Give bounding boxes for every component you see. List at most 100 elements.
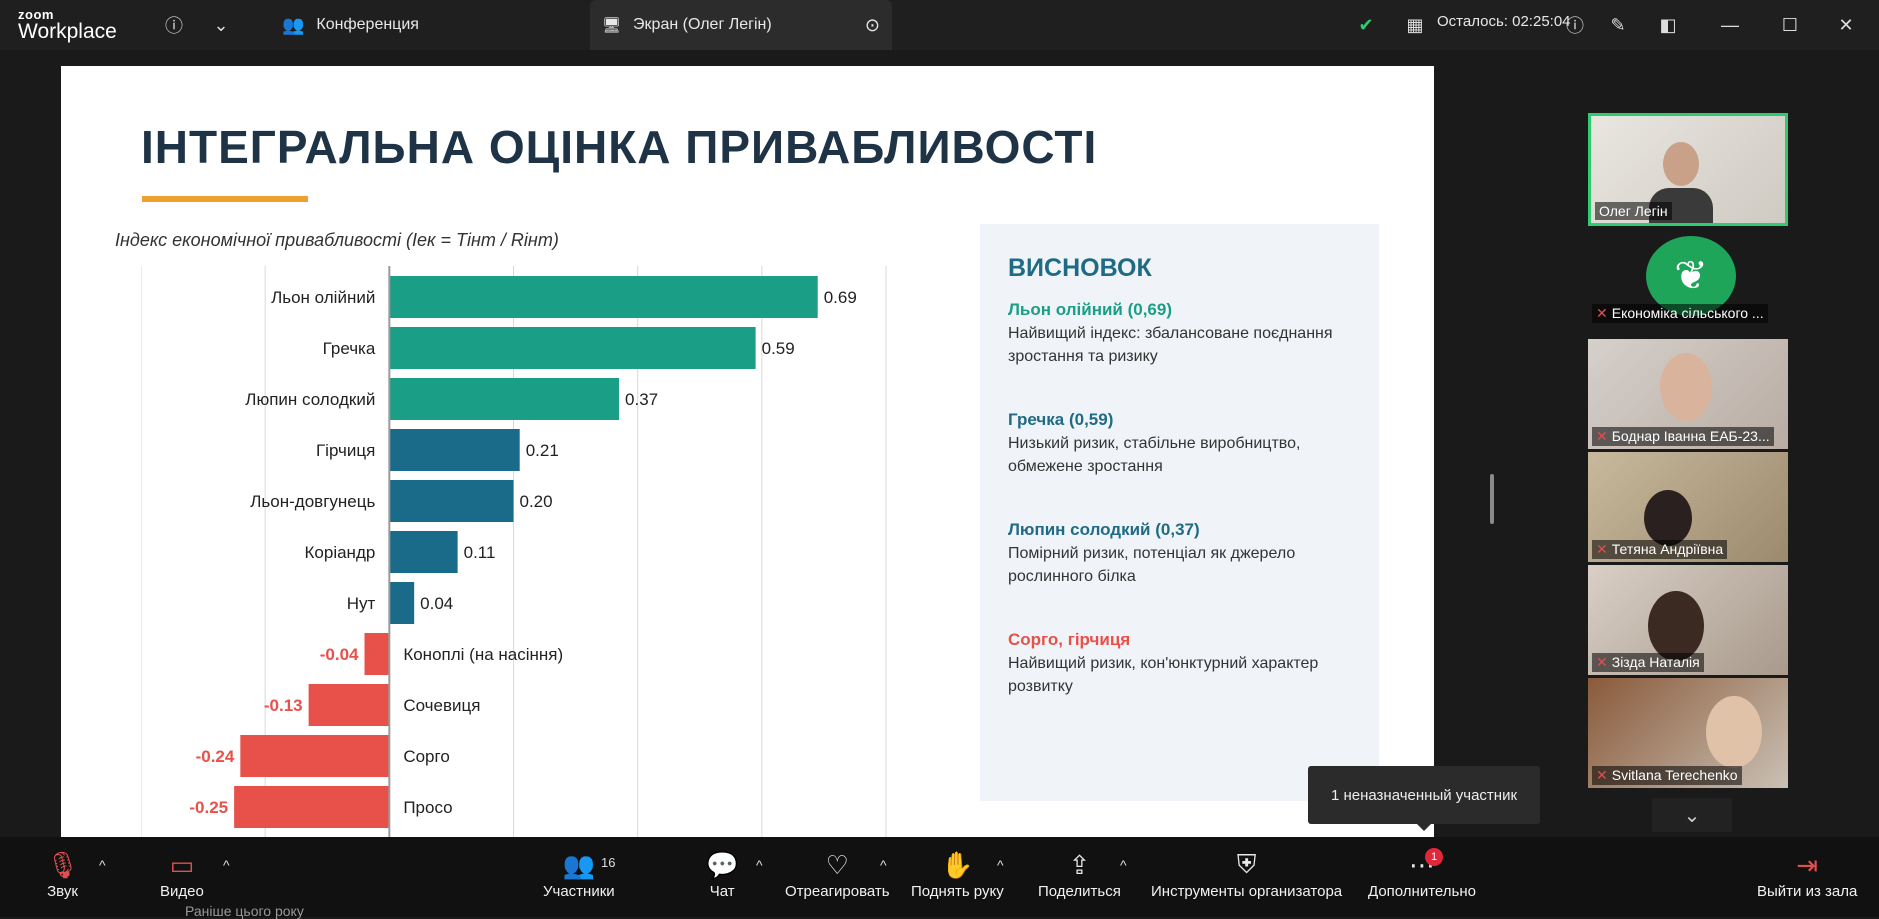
data-label: 0.04 — [420, 594, 453, 613]
conclusion-panel: ВИСНОВОК Льон олійний (0,69) Найвищий ін… — [980, 224, 1379, 801]
leave-icon: ⇥ — [1796, 849, 1819, 880]
share-options-caret-icon[interactable]: ^ — [1120, 857, 1127, 873]
chat-icon: 💬 — [706, 849, 739, 880]
data-label: 0.69 — [824, 288, 857, 307]
chart-bar — [389, 327, 756, 369]
scroll-down-chevron-icon[interactable]: ⌄ — [1652, 798, 1732, 832]
audio-options-caret-icon[interactable]: ^ — [99, 857, 106, 873]
tooltip: 1 неназначенный участник — [1308, 766, 1540, 824]
chart-bar — [389, 480, 514, 522]
react-button[interactable]: ♡ Отреагировать — [785, 847, 890, 901]
time-remaining: Осталось: 02:25:04 — [1437, 13, 1571, 30]
more-button[interactable]: ⋯ Дополнительно — [1368, 847, 1476, 901]
conclusion-item: Люпин солодкий (0,37) Помірний ризик, по… — [1008, 520, 1358, 588]
chat-button[interactable]: 💬 Чат — [706, 847, 739, 901]
participant-tile[interactable]: ✕ Svitlana Terechenko — [1588, 678, 1788, 788]
host-tools-button[interactable]: ⛨ Инструменты организатора — [1151, 849, 1343, 900]
category-label: Коріандр — [305, 543, 376, 562]
chart-bar — [389, 429, 520, 471]
participant-tile[interactable]: ❦ ✕ Економіка сільського ... — [1588, 236, 1788, 326]
main-stage: ІНТЕГРАЛЬНА ОЦІНКА ПРИВАБЛИВОСТІ Індекс … — [0, 50, 1879, 837]
maximize-icon[interactable]: ☐ — [1781, 14, 1799, 35]
participant-tile[interactable]: ✕ Тетяна Андріївна — [1588, 452, 1788, 562]
conclusion-item-title: Люпин солодкий (0,37) — [1008, 520, 1200, 539]
react-options-caret-icon[interactable]: ^ — [880, 857, 887, 873]
participant-name: ✕ Боднар Іванна ЕАБ-23... — [1592, 427, 1774, 446]
data-label: -0.24 — [196, 747, 235, 766]
category-label: Нут — [347, 594, 376, 613]
layout-icon[interactable]: ◧ — [1659, 14, 1677, 35]
video-button[interactable]: ▭ Видео — [160, 847, 204, 901]
participants-icon: 👥 — [562, 849, 596, 880]
data-label: 0.21 — [526, 441, 559, 460]
shared-slide: ІНТЕГРАЛЬНА ОЦІНКА ПРИВАБЛИВОСТІ Індекс … — [61, 66, 1434, 837]
category-label: Сочевиця — [403, 696, 480, 715]
category-label: Гречка — [323, 339, 376, 358]
chart-bar — [389, 378, 620, 420]
title-underline — [142, 196, 308, 202]
mic-muted-icon: ✕ — [1596, 305, 1608, 321]
tab-conference[interactable]: 👥 Конференция — [282, 14, 419, 35]
chart-bar — [240, 735, 390, 777]
zoom-logo: zoom Workplace — [18, 7, 117, 43]
shield-icon: ⛨ — [1236, 849, 1257, 879]
mic-muted-icon: 🎙 — [46, 849, 80, 880]
top-bar: zoom Workplace ⓘ ⌄ 👥 Конференция 🖥 Экран… — [0, 0, 1879, 50]
chart-bar — [389, 531, 458, 573]
audio-button[interactable]: 🎙 Звук — [46, 847, 80, 901]
participant-name: ✕ Svitlana Terechenko — [1592, 766, 1742, 785]
close-icon[interactable]: ✕ — [1838, 14, 1854, 35]
video-options-caret-icon[interactable]: ^ — [223, 857, 230, 873]
participant-name: ✕ Тетяна Андріївна — [1592, 540, 1728, 559]
chart-bar — [364, 633, 390, 675]
info-icon[interactable]: ⓘ — [1566, 16, 1584, 36]
leave-button[interactable]: ⇥ Выйти из зала — [1757, 847, 1857, 901]
chart-bar — [308, 684, 390, 726]
data-label: -0.25 — [189, 798, 228, 817]
raise-hand-options-caret-icon[interactable]: ^ — [997, 857, 1004, 873]
participants-count: 16 — [601, 855, 616, 870]
share-button[interactable]: ⇪ Поделиться — [1038, 847, 1121, 901]
chevron-down-icon[interactable]: ⌄ — [213, 14, 229, 35]
info-icon[interactable]: ⓘ — [165, 16, 183, 36]
conclusion-item: Гречка (0,59) Низький ризик, стабільне в… — [1008, 410, 1358, 478]
chat-options-caret-icon[interactable]: ^ — [756, 857, 763, 873]
participant-name: ✕ Зізда Наталія — [1592, 653, 1704, 672]
split-drag-handle[interactable] — [1490, 474, 1494, 524]
grid-view-icon[interactable]: ▦ — [1406, 14, 1424, 35]
data-label: 0.37 — [625, 390, 658, 409]
category-label: Люпин солодкий — [245, 390, 375, 409]
mic-muted-icon: ✕ — [1596, 654, 1608, 670]
people-icon: 👥 — [282, 14, 305, 35]
participants-button[interactable]: 👥 Участники — [543, 847, 615, 901]
conclusion-item-text: Найвищий ризик, кон'юнктурний характер р… — [1008, 655, 1319, 695]
conclusion-item: Льон олійний (0,69) Найвищий індекс: зба… — [1008, 300, 1358, 368]
raise-hand-button[interactable]: ✋ Поднять руку — [911, 847, 1004, 901]
more-options-icon[interactable]: ⊙ — [864, 14, 880, 35]
participant-face — [1648, 591, 1704, 661]
conclusion-heading: ВИСНОВОК — [1008, 254, 1152, 282]
conclusion-item-text: Низький ризик, стабільне виробництво, об… — [1008, 435, 1301, 475]
category-label: Льон-довгунець — [250, 492, 375, 511]
minimize-icon[interactable]: — — [1721, 14, 1739, 35]
data-label: -0.04 — [320, 645, 359, 664]
background-text: Раніше цього року — [185, 903, 304, 919]
conclusion-item-title: Гречка (0,59) — [1008, 410, 1114, 429]
participant-tile[interactable]: ✕ Боднар Іванна ЕАБ-23... — [1588, 339, 1788, 449]
conclusion-item-title: Льон олійний (0,69) — [1008, 300, 1172, 319]
participant-tile[interactable]: Олег Легін — [1588, 113, 1788, 226]
data-label: 0.20 — [520, 492, 553, 511]
data-label: 0.11 — [464, 543, 496, 562]
conclusion-item-text: Помірний ризик, потенціал як джерело рос… — [1008, 545, 1296, 585]
heart-icon: ♡ — [825, 849, 849, 880]
pen-icon[interactable]: ✎ — [1610, 14, 1626, 35]
mic-muted-icon: ✕ — [1596, 541, 1608, 557]
hand-icon: ✋ — [941, 849, 974, 880]
chart-bar — [389, 582, 415, 624]
participant-face — [1663, 142, 1699, 186]
tab-screen-share[interactable]: 🖥 Экран (Олег Легін) ⊙ — [590, 0, 892, 50]
slide-title: ІНТЕГРАЛЬНА ОЦІНКА ПРИВАБЛИВОСТІ — [141, 121, 1098, 173]
participant-name: Олег Легін — [1595, 202, 1672, 220]
participant-tile[interactable]: ✕ Зізда Наталія — [1588, 565, 1788, 675]
shield-check-icon[interactable]: ✔ — [1358, 14, 1374, 35]
